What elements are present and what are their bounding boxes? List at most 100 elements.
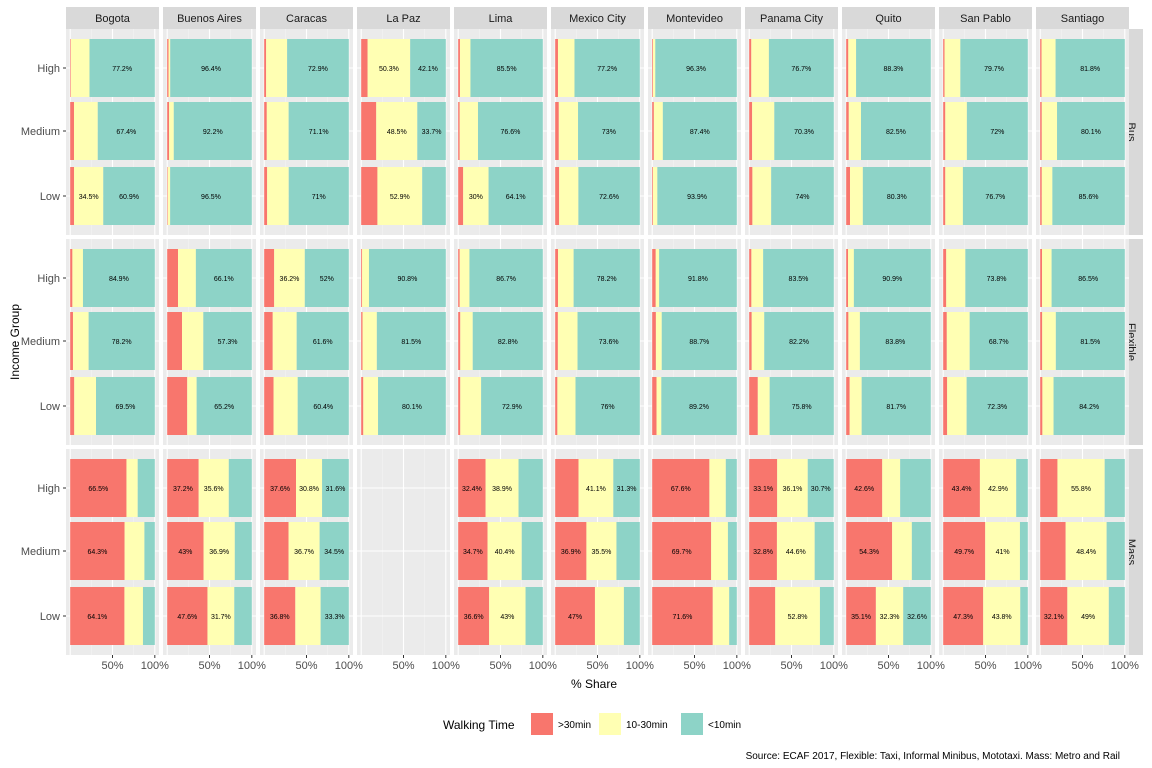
bar-segment-10-30min: [124, 587, 143, 645]
bar-high: 90.8%: [361, 249, 446, 307]
bar-high: 50.3% 42.1%: [361, 39, 446, 97]
column-strip-label: Quito: [875, 13, 901, 25]
panel-mass-lima: 32.4% 38.9% 34.7% 40.4% 36.6% 43%: [454, 449, 547, 655]
bar-segment-10-30min: [892, 522, 912, 580]
data-label: 96.4%: [201, 66, 221, 73]
bar-segment-10-30min: [362, 312, 377, 370]
bar-segment-30min: [264, 522, 289, 580]
panel-mass-panama-city: 33.1% 36.1% 30.7% 32.8% 44.6% 52.8%: [745, 449, 838, 655]
panel-mass-la-paz: [357, 449, 450, 655]
column-strip-label: San Pablo: [960, 13, 1011, 25]
legend-key-swatch: [599, 713, 621, 735]
data-label: 76.7%: [985, 194, 1005, 201]
bar-segment-30min: [652, 587, 713, 645]
bar-medium: 67.4%: [70, 102, 155, 160]
bar-segment-10min: [203, 312, 252, 370]
bar-segment-10min: [1057, 102, 1125, 160]
data-label: 73.6%: [599, 339, 619, 346]
bar-segment-10-30min: [459, 102, 478, 160]
bar-segment-30min: [749, 522, 777, 580]
bar-low: 36.6% 43%: [458, 587, 543, 645]
panel-mass-santiago: 55.8% 48.4% 32.1% 49%: [1036, 449, 1129, 655]
column-strip-mexico-city: Mexico City: [551, 7, 644, 29]
x-tick-label: 50%: [586, 660, 608, 672]
bar-medium: 48.4%: [1040, 522, 1125, 580]
bar-segment-30min: [1040, 249, 1043, 307]
x-tick-label: 50%: [1071, 660, 1093, 672]
data-label: 47%: [568, 614, 582, 621]
bar-segment-30min: [361, 167, 378, 225]
bar-segment-10-30min: [652, 167, 658, 225]
bar-segment-10-30min: [652, 39, 656, 97]
bar-segment-10-30min: [751, 249, 764, 307]
data-label: 82.5%: [886, 129, 906, 136]
data-label: 67.6%: [671, 486, 691, 493]
bar-segment-30min: [167, 522, 204, 580]
data-label: 40.4%: [495, 549, 515, 556]
bar-segment-10min: [518, 459, 543, 517]
bar-segment-10min: [228, 459, 252, 517]
bar-segment-30min: [264, 587, 296, 645]
bar-segment-10-30min: [875, 587, 904, 645]
data-label: 80.1%: [1081, 129, 1101, 136]
panel-flexible-bogota: 84.9% 78.2% 69.5%: [66, 239, 159, 445]
bar-segment-30min: [749, 377, 758, 435]
bar-segment-10-30min: [70, 39, 90, 97]
bar-segment-30min: [555, 249, 559, 307]
bar-high: 33.1% 36.1% 30.7%: [749, 459, 834, 517]
data-label: 79.7%: [984, 66, 1004, 73]
bar-medium: 64.3%: [70, 522, 155, 580]
panel-flexible-santiago: 86.5% 81.5% 84.2%: [1036, 239, 1129, 445]
x-tick-label: 100%: [141, 660, 169, 672]
bar-low: 76.7%: [943, 167, 1028, 225]
bar-segment-10min: [771, 167, 834, 225]
data-label: 33.7%: [422, 129, 442, 136]
data-label: 49.7%: [954, 549, 974, 556]
bar-segment-30min: [846, 249, 849, 307]
bar-segment-10min: [966, 377, 1028, 435]
bar-segment-30min: [846, 312, 849, 370]
y-tick-label-high: High: [37, 273, 60, 285]
bar-segment-30min: [846, 39, 849, 97]
data-label: 41%: [996, 549, 1010, 556]
bar-high: 55.8%: [1040, 459, 1125, 517]
bar-segment-10-30min: [557, 312, 578, 370]
bar-segment-10min: [768, 39, 834, 97]
legend-key-swatch: [681, 713, 703, 735]
bar-segment-10min: [288, 167, 349, 225]
bar-segment-10-30min: [775, 587, 820, 645]
data-label: 70.3%: [794, 129, 814, 136]
bar-segment-10min: [819, 587, 834, 645]
bar-segment-30min: [70, 587, 125, 645]
data-label: 78.2%: [112, 339, 132, 346]
bar-segment-30min: [846, 167, 850, 225]
bar-segment-30min: [264, 102, 267, 160]
data-label: 48.5%: [387, 129, 407, 136]
bar-segment-10min: [376, 312, 446, 370]
bar-medium: 32.8% 44.6%: [749, 522, 834, 580]
bar-segment-10min: [774, 102, 834, 160]
bar-segment-10min: [1020, 587, 1028, 645]
bar-segment-10-30min: [712, 587, 730, 645]
panel-flexible-buenos-aires: 66.1% 57.3% 65.2%: [163, 239, 256, 445]
bar-segment-10min: [470, 39, 543, 97]
bar-low: 52.9%: [361, 167, 446, 225]
data-label: 43.8%: [992, 614, 1012, 621]
bar-segment-10-30min: [776, 522, 815, 580]
bar-segment-10-30min: [1042, 377, 1054, 435]
panel-mass-montevideo: 67.6% 69.7% 71.6%: [648, 449, 741, 655]
bar-segment-30min: [652, 459, 710, 517]
legend-key-label: 10-30min: [626, 720, 668, 731]
data-label: 34.5%: [324, 549, 344, 556]
bar-segment-30min: [1040, 587, 1068, 645]
bar-segment-10min: [368, 249, 446, 307]
bar-medium: 82.2%: [749, 312, 834, 370]
bar-segment-10min: [960, 39, 1028, 97]
bar-segment-10-30min: [557, 39, 575, 97]
column-strip-label: La Paz: [386, 13, 420, 25]
bar-segment-30min: [652, 249, 656, 307]
panel-flexible-montevideo: 91.8% 88.7% 89.2%: [648, 239, 741, 445]
column-strip-bogota: Bogota: [66, 7, 159, 29]
bar-segment-10min: [1016, 459, 1028, 517]
data-label: 77.2%: [597, 66, 617, 73]
